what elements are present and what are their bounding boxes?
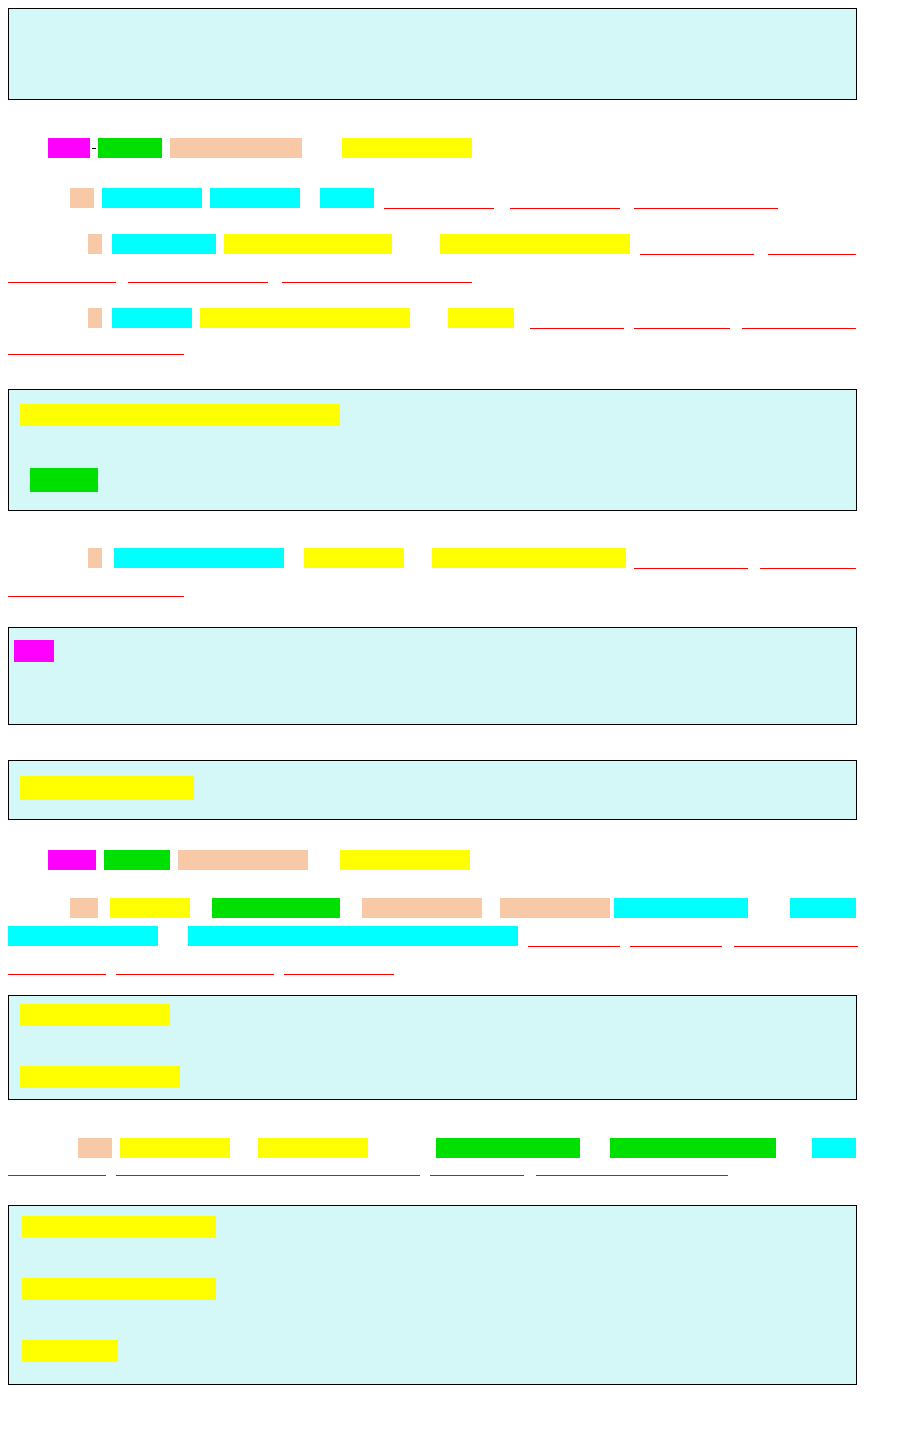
block-1 — [98, 138, 162, 158]
block-22 — [14, 640, 54, 662]
redline-1 — [510, 208, 620, 209]
redline-6 — [128, 282, 268, 283]
redline-3 — [640, 254, 754, 255]
block-15 — [448, 308, 514, 328]
redline-14 — [8, 596, 184, 597]
block-10 — [224, 234, 392, 254]
block-37 — [20, 1004, 170, 1026]
block-42 — [436, 1138, 580, 1158]
block-7 — [320, 188, 374, 208]
redline-20 — [284, 974, 394, 975]
block-39 — [78, 1138, 112, 1158]
block-6 — [210, 188, 300, 208]
block-43 — [610, 1138, 776, 1158]
block-0 — [48, 138, 90, 158]
redline-17 — [734, 946, 858, 947]
block-32 — [500, 898, 610, 918]
block-30 — [212, 898, 340, 918]
block-40 — [120, 1138, 230, 1158]
block-35 — [8, 926, 158, 946]
block-34 — [790, 898, 856, 918]
block-36 — [188, 926, 518, 946]
redline-16 — [630, 946, 722, 947]
block-45 — [22, 1216, 216, 1238]
block-19 — [114, 548, 284, 568]
redline-15 — [528, 946, 620, 947]
redline-18 — [8, 974, 106, 975]
redline-23 — [430, 1175, 524, 1176]
block-2 — [170, 138, 302, 158]
block-38 — [20, 1066, 180, 1088]
redline-13 — [760, 568, 856, 569]
block-33 — [614, 898, 748, 918]
block-16 — [20, 404, 340, 426]
block-24 — [48, 850, 96, 870]
block-20 — [304, 548, 404, 568]
block-46 — [22, 1278, 216, 1300]
redline-2 — [634, 208, 778, 209]
block-23 — [20, 776, 194, 800]
redline-7 — [282, 282, 472, 283]
block-3 — [342, 138, 472, 158]
redline-10 — [742, 328, 856, 329]
block-25 — [104, 850, 170, 870]
redline-5 — [8, 282, 116, 283]
redline-11 — [8, 354, 184, 355]
dash-1 — [92, 148, 96, 149]
block-28 — [70, 898, 98, 918]
redline-19 — [116, 974, 274, 975]
block-5 — [102, 188, 202, 208]
block-21 — [432, 548, 626, 568]
block-26 — [178, 850, 308, 870]
block-13 — [112, 308, 192, 328]
block-47 — [22, 1340, 118, 1362]
block-11 — [440, 234, 630, 254]
redline-22 — [116, 1175, 420, 1176]
redline-0 — [384, 208, 494, 209]
block-31 — [362, 898, 482, 918]
block-8 — [88, 234, 102, 254]
box-1 — [8, 8, 857, 100]
redline-4 — [768, 254, 856, 255]
block-12 — [88, 308, 102, 328]
block-9 — [112, 234, 216, 254]
redline-24 — [536, 1175, 728, 1176]
block-4 — [70, 188, 94, 208]
block-44 — [812, 1138, 856, 1158]
block-17 — [30, 468, 98, 492]
block-14 — [200, 308, 410, 328]
block-27 — [340, 850, 470, 870]
redline-21 — [8, 1175, 106, 1176]
block-29 — [110, 898, 190, 918]
redline-9 — [634, 328, 730, 329]
redline-8 — [530, 328, 624, 329]
block-41 — [258, 1138, 368, 1158]
redline-12 — [634, 568, 748, 569]
box-3 — [8, 627, 857, 725]
block-18 — [88, 548, 102, 568]
